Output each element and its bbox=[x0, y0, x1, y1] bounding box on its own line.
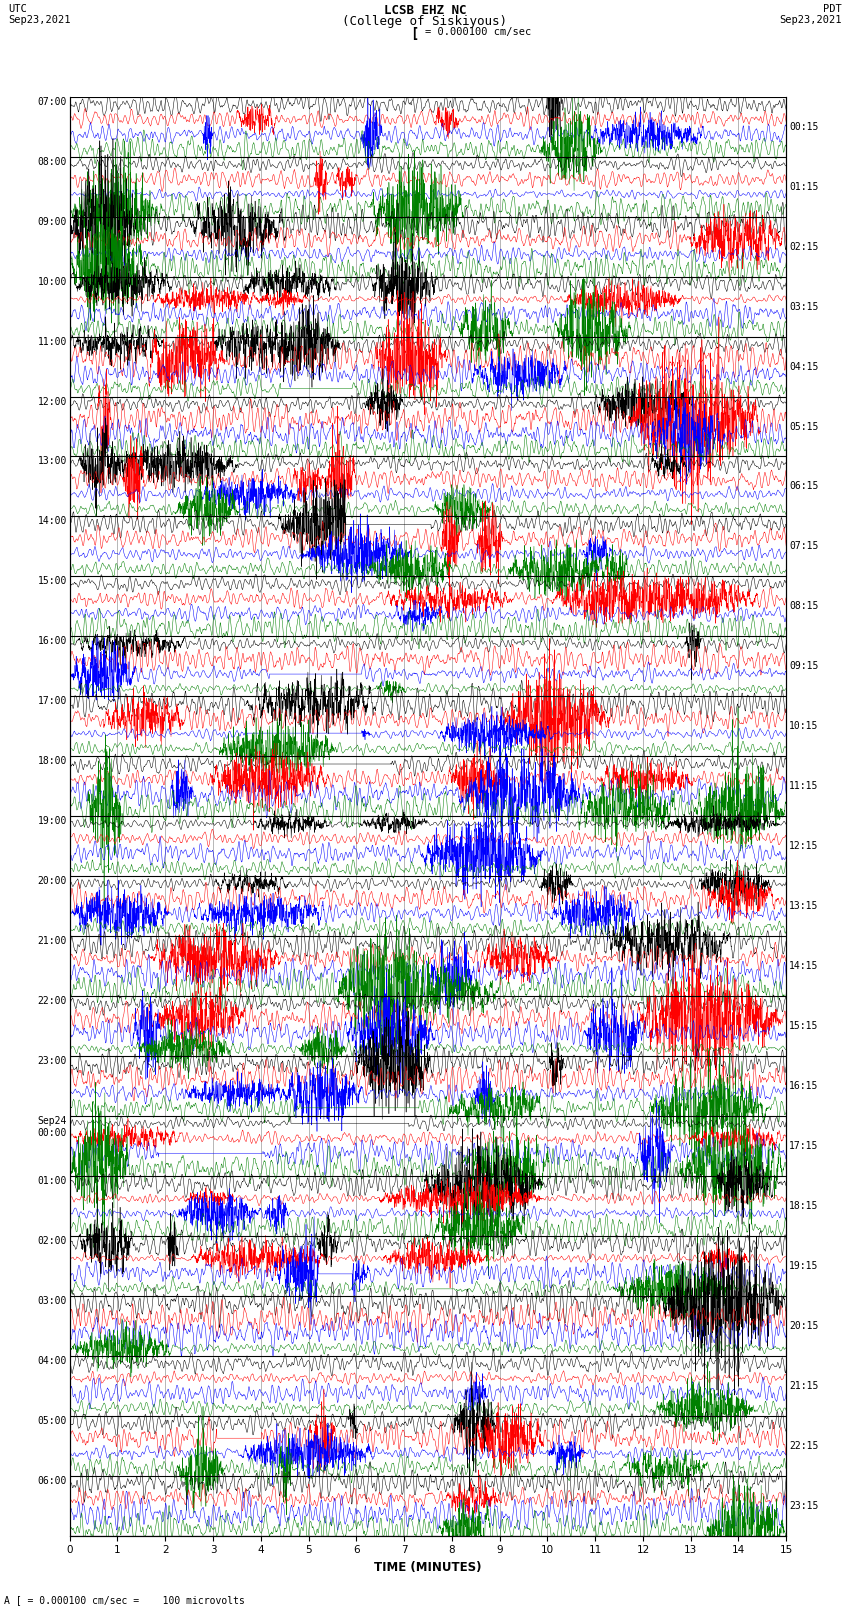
Text: Sep23,2021: Sep23,2021 bbox=[8, 16, 71, 26]
Text: PDT: PDT bbox=[823, 5, 842, 15]
Text: Sep23,2021: Sep23,2021 bbox=[779, 16, 842, 26]
Text: A [ = 0.000100 cm/sec =    100 microvolts: A [ = 0.000100 cm/sec = 100 microvolts bbox=[4, 1595, 245, 1605]
Text: [: [ bbox=[411, 26, 419, 40]
X-axis label: TIME (MINUTES): TIME (MINUTES) bbox=[374, 1561, 482, 1574]
Text: (College of Siskiyous): (College of Siskiyous) bbox=[343, 16, 507, 29]
Text: = 0.000100 cm/sec: = 0.000100 cm/sec bbox=[425, 26, 531, 37]
Text: UTC: UTC bbox=[8, 5, 27, 15]
Text: LCSB EHZ NC: LCSB EHZ NC bbox=[383, 5, 467, 18]
